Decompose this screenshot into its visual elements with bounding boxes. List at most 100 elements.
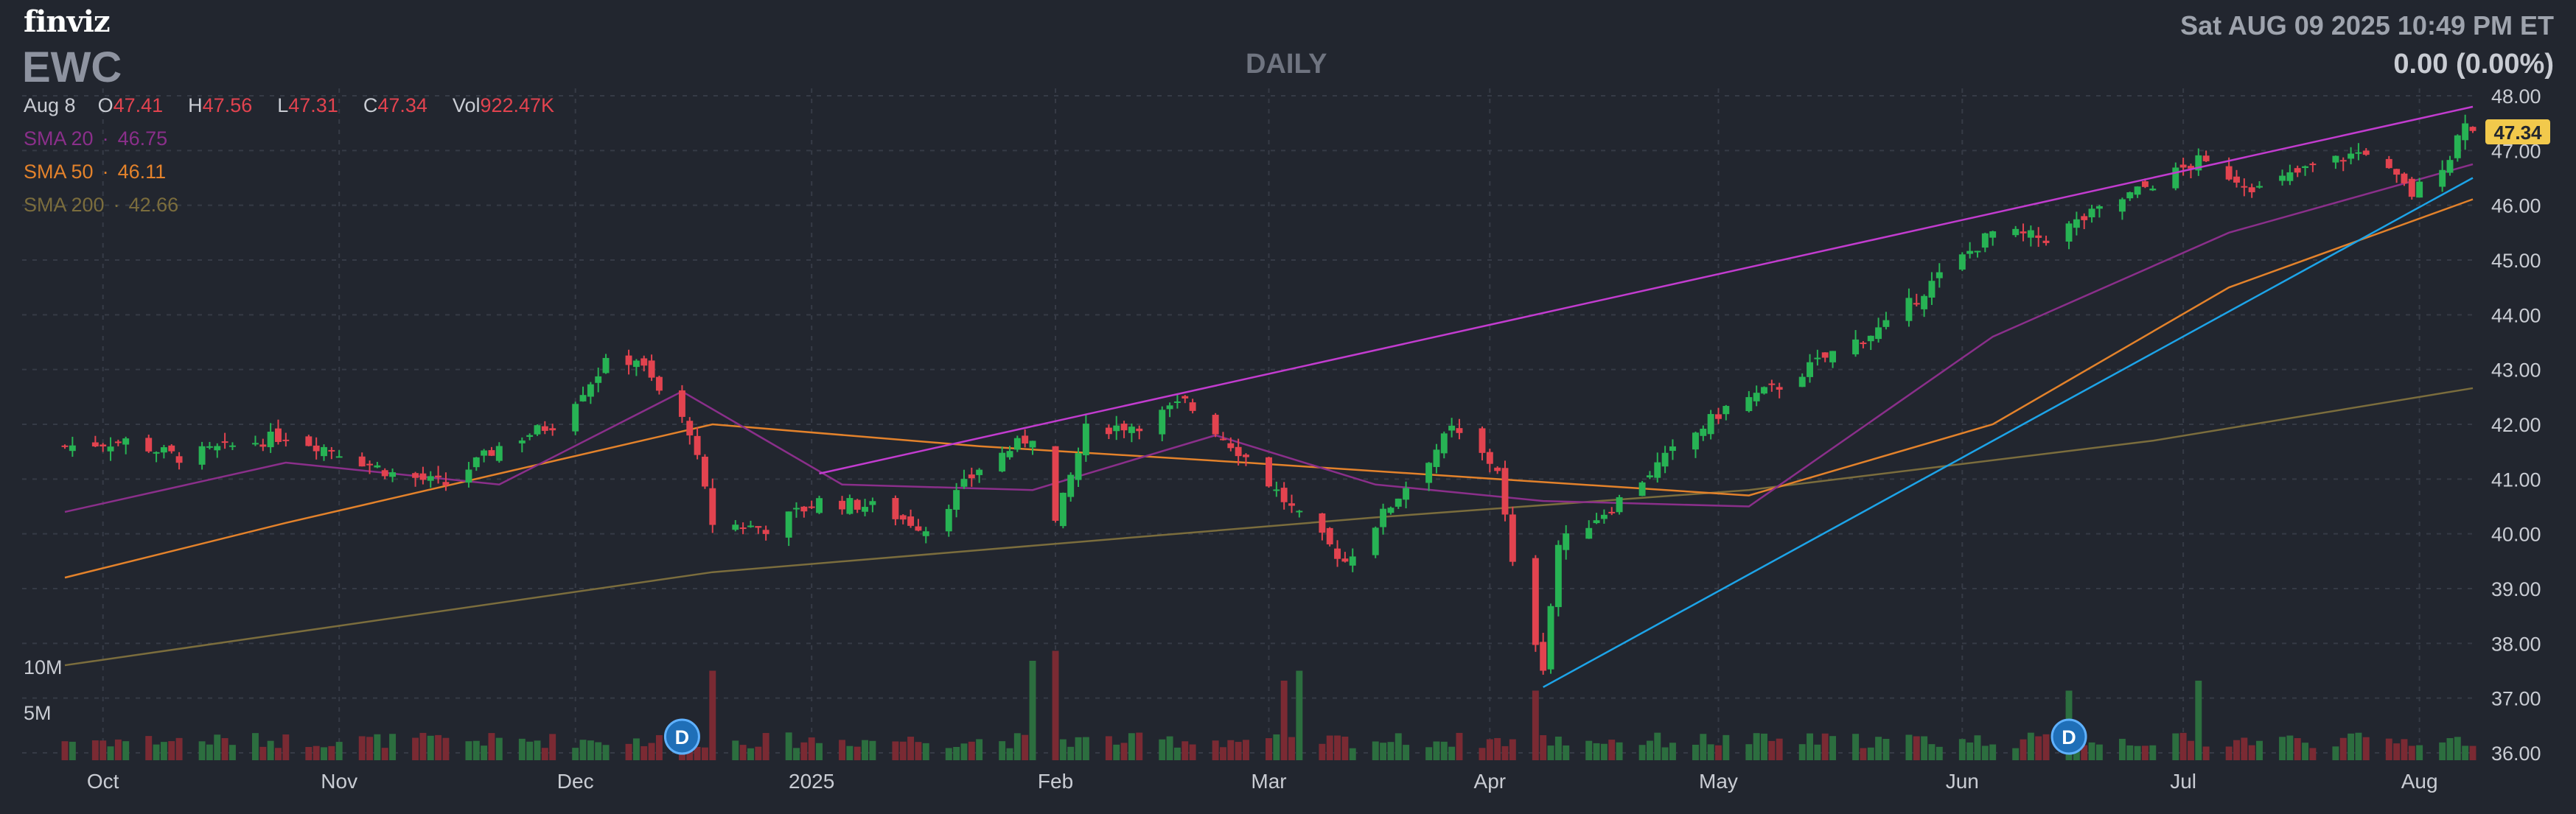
volume-bar (2469, 745, 2476, 760)
volume-bar (755, 746, 762, 760)
candle-body (793, 508, 800, 510)
volume-bar (2149, 745, 2157, 760)
candle-body (1120, 424, 1128, 431)
candle-body (1013, 438, 1021, 450)
finviz-logo[interactable]: finviz (24, 4, 111, 39)
volume-bar (267, 740, 274, 760)
volume-bar (2027, 732, 2034, 760)
candle-body (2027, 230, 2034, 238)
volume-bar (313, 745, 320, 760)
y-tick-label: 46.00 (2491, 195, 2541, 217)
candle-body (1715, 414, 1722, 419)
volume-bar (1958, 739, 1966, 760)
candle-body (2339, 160, 2347, 162)
high-value: 47.56 (202, 94, 253, 116)
candle-body (1159, 410, 1166, 435)
candle-body (335, 456, 343, 458)
volume-bar (305, 747, 313, 760)
candle-body (602, 357, 610, 373)
candle-body (214, 446, 221, 451)
candle-body (1273, 489, 1280, 491)
volume-bar (1882, 738, 1890, 760)
close-value: 47.34 (377, 94, 427, 116)
volume-bar (2294, 737, 2301, 760)
candle-body (678, 390, 685, 417)
candle-body (2302, 166, 2309, 169)
candle-body (915, 526, 922, 531)
candle-body (305, 436, 313, 446)
volume-bar (1616, 742, 1623, 760)
candle-body (1798, 376, 1806, 387)
volume-bar (435, 734, 442, 760)
volume-bar (709, 670, 716, 760)
sma200-value: 42.66 (128, 194, 179, 216)
sma200-line (64, 387, 2474, 667)
candle-body (1266, 457, 1272, 487)
candle-body (976, 469, 983, 475)
timeframe-label[interactable]: DAILY (1246, 49, 1327, 80)
volume-bar (1288, 737, 1295, 760)
candle-body (869, 501, 876, 505)
volume-bar (1692, 744, 1699, 760)
candle-body (358, 456, 366, 467)
candle-body (2035, 235, 2042, 238)
candle-body (1707, 414, 1714, 435)
candle-body (2225, 166, 2233, 180)
candle-body (1319, 513, 1326, 533)
sma50-legend[interactable]: SMA 50 · 46.11 (24, 161, 167, 183)
volume-bar (1052, 650, 1059, 760)
low-label: L (277, 94, 289, 116)
candle-body (1395, 498, 1402, 507)
volume-bar (572, 748, 579, 760)
x-tick-label: Dec (557, 770, 594, 793)
volume-bar (632, 738, 640, 760)
volume-bar (175, 737, 183, 760)
candle-body (922, 531, 929, 536)
candle-body (175, 456, 183, 463)
volume-bar (321, 747, 327, 760)
volume-bar (442, 737, 450, 760)
candle-body (495, 446, 503, 461)
volume-bar (1372, 741, 1379, 760)
volume-bar (488, 733, 495, 760)
candle-body (2454, 135, 2461, 158)
candle-body (1966, 250, 1974, 254)
sma200-legend[interactable]: SMA 200 · 42.66 (24, 194, 179, 216)
volume-bar (389, 734, 397, 760)
candle-body (1776, 387, 1783, 390)
volume-bar (2126, 745, 2134, 760)
volume-bar (1227, 740, 1235, 760)
candle-body (1669, 446, 1676, 452)
volume-bar (153, 744, 160, 760)
candle-body (1654, 462, 1661, 478)
candle-body (2095, 206, 2103, 209)
candle-body (1440, 433, 1448, 454)
candle-body (1608, 511, 1616, 513)
volume-bar (2035, 736, 2042, 760)
sma200-label: SMA 200 (24, 194, 105, 216)
candle-body (1958, 254, 1966, 270)
candle-body (1867, 335, 1874, 342)
candle-body (2385, 158, 2392, 169)
upper-trendline (819, 105, 2474, 475)
volume-bar (2020, 739, 2027, 760)
candle-body (2081, 216, 2088, 220)
volume-bar (800, 742, 808, 760)
x-tick-label: 2025 (789, 770, 834, 793)
candle-body (1638, 482, 1646, 497)
candle-body (686, 421, 694, 436)
volume-bar (1501, 745, 1509, 760)
candle-body (1905, 298, 1913, 321)
candle-body (1052, 446, 1059, 521)
volume-bar (427, 735, 434, 760)
volume-bar (839, 740, 845, 760)
candle-body (2073, 219, 2080, 228)
sma20-legend[interactable]: SMA 20 · 46.75 (24, 127, 168, 150)
trendlines[interactable] (819, 105, 2474, 688)
volume-bar (648, 743, 655, 760)
volume-bar (1082, 737, 1089, 760)
dividend-marker (2050, 718, 2087, 755)
y-tick-label: 43.00 (2491, 359, 2541, 382)
